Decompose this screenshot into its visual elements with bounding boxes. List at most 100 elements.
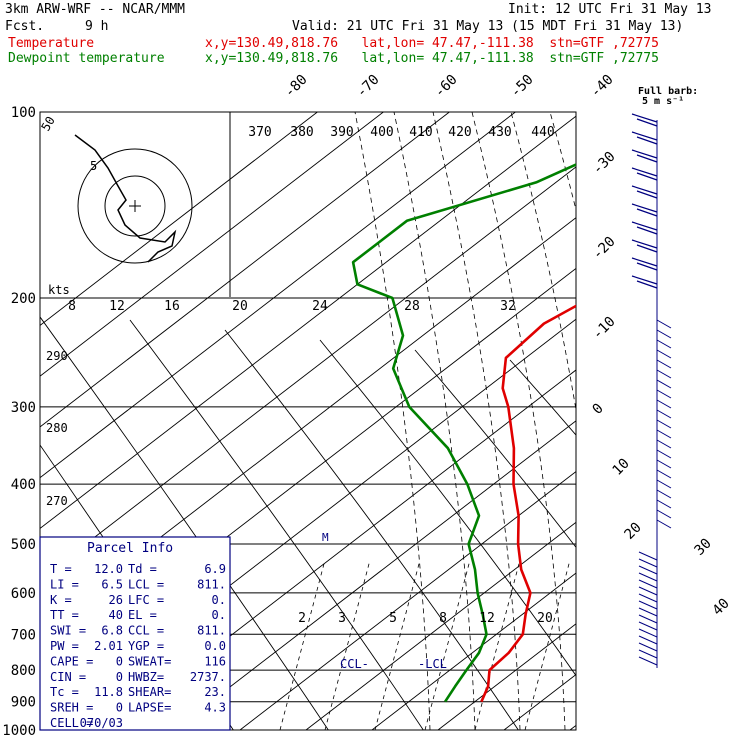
lcl-marker: -LCL: [418, 657, 447, 671]
parcel-field-label: CELL =: [50, 716, 93, 730]
pressure-tick-label: 400: [11, 477, 36, 493]
hodograph-speed-label: 20: [232, 299, 248, 314]
hodograph-unit-label: kts: [48, 283, 70, 297]
moist-adiabat: [549, 112, 576, 212]
parcel-field-value: 12.0: [94, 562, 123, 576]
parcel-field-label: CAPE =: [50, 654, 93, 668]
mixing-ratio-line: [374, 559, 421, 730]
moist-adiabat: [667, 112, 740, 730]
dry-adiabat: [509, 359, 576, 436]
pressure-tick-label: 1000: [2, 723, 36, 739]
wind-barb: [656, 459, 672, 469]
moist-adiabat: [354, 112, 431, 730]
parcel-field-value: 2.01: [94, 639, 123, 653]
parcel-field-value: 811.: [197, 577, 226, 591]
parcel-field-value: 0: [116, 670, 123, 684]
isotherm-label: -30: [590, 149, 619, 178]
hodograph-speed-label: 32: [500, 299, 516, 314]
theta-label: 420: [448, 125, 471, 140]
parcel-field-label: SHEAR=: [128, 685, 171, 699]
parcel-field-label: LCL =: [128, 577, 164, 591]
isotherm-label: 30: [692, 536, 715, 559]
parcel-field-label: K =: [50, 593, 72, 607]
wind-barb: [656, 419, 672, 429]
wind-barb: [656, 389, 672, 399]
wind-barb: [638, 607, 658, 617]
theta-label: 400: [370, 125, 393, 140]
wind-barb: [631, 221, 658, 235]
isotherm-line: [437, 623, 576, 730]
parcel-field-value: 6.9: [204, 562, 226, 576]
wind-barb: [656, 509, 672, 519]
wind-barb: [656, 489, 672, 499]
dewpoint-legend: Dewpoint temperature: [8, 51, 165, 66]
wind-barb: [656, 329, 672, 339]
parcel-field-value: 0.0: [204, 639, 226, 653]
mixing-ratio-line: [324, 559, 371, 730]
barb-legend-line2: 5 m s⁻¹: [642, 96, 684, 107]
model-title: 3km ARW-WRF -- NCAR/MMM: [5, 2, 186, 17]
pressure-tick-label: 100: [11, 105, 36, 121]
wind-barb: [638, 558, 658, 568]
parcel-field-value: 811.: [197, 624, 226, 638]
isotherm-line: [40, 112, 318, 326]
mixing-ratio-line: [279, 559, 326, 730]
isotherm-label: -20: [590, 234, 619, 263]
parcel-field-value: 11.8: [94, 685, 123, 699]
hodograph-trace: [74, 134, 177, 263]
parcel-field-label: Td =: [128, 562, 157, 576]
wind-barb: [638, 628, 658, 638]
wind-barb: [656, 339, 672, 349]
valid-time: Valid: 21 UTC Fri 31 May 13 (15 MDT Fri …: [292, 19, 684, 34]
dry-adiabat-label: 280: [46, 421, 68, 435]
parcel-field-label: PW =: [50, 639, 79, 653]
wind-barb: [638, 586, 658, 596]
isotherm-line: [569, 724, 576, 730]
parcel-field-value: 26: [109, 593, 123, 607]
isotherm-line: [40, 112, 516, 479]
isotherm-line: [239, 470, 576, 730]
parcel-field-value: 0: [116, 701, 123, 715]
parcel-field-value: 2737.: [190, 670, 226, 684]
parcel-field-label: SWI =: [50, 624, 86, 638]
wind-barb: [656, 519, 672, 529]
hodograph-speed-label: 12: [109, 299, 125, 314]
wind-barb: [656, 399, 672, 409]
dry-adiabat: [605, 370, 740, 740]
theta-label: 390: [330, 125, 353, 140]
moist-adiabat: [706, 112, 740, 730]
parcel-field-value: 4.3: [204, 701, 226, 715]
wind-barb: [638, 649, 658, 659]
moist-adiabat: [589, 112, 700, 730]
parcel-field-value: 6.5: [101, 577, 123, 591]
wind-barb: [638, 621, 658, 631]
wind-barb: [656, 359, 672, 369]
parcel-info-title: Parcel Info: [87, 541, 173, 556]
isotherm-line: [40, 112, 384, 377]
isotherm-label: -60: [432, 72, 461, 101]
wind-barb: [631, 257, 658, 271]
dry-adiabat: [129, 319, 424, 730]
isotherm-label: -40: [588, 72, 617, 101]
wind-barb: [631, 203, 658, 217]
parcel-field-label: SWEAT=: [128, 654, 171, 668]
dry-adiabat: [700, 380, 740, 740]
pressure-tick-label: 800: [11, 663, 36, 679]
pressure-tick-label: 600: [11, 586, 36, 602]
moist-adiabat: [432, 112, 521, 730]
wind-barb: [638, 565, 658, 575]
isotherm-label: 20: [622, 520, 645, 543]
wind-barb: [656, 439, 672, 449]
parcel-field-value: 6.8: [101, 624, 123, 638]
wind-barb: [631, 113, 658, 127]
wind-barb: [638, 635, 658, 645]
hodograph-speed-label: 24: [312, 299, 328, 314]
mixing-ratio-label: 2: [298, 611, 306, 626]
theta-label: 410: [409, 125, 432, 140]
barb-legend-line1: Full barb:: [638, 86, 698, 97]
hodograph-ring-inner: [104, 175, 166, 237]
hodograph-ring-label: 5: [90, 159, 97, 173]
isotherm-line: [40, 115, 576, 530]
wind-barb: [656, 379, 672, 389]
